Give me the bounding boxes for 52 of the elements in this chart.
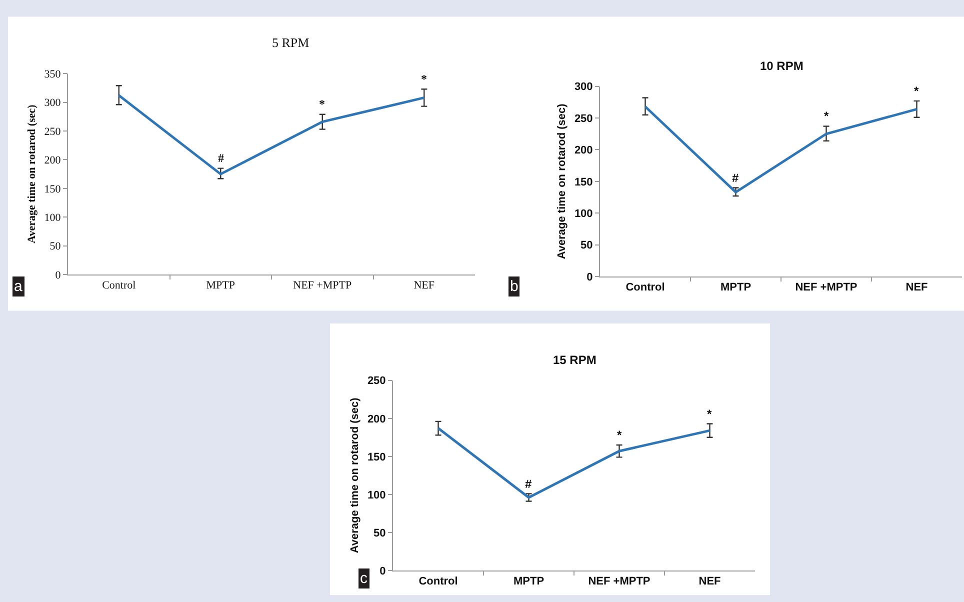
annotation: * — [421, 72, 427, 86]
y-tick-label: 50 — [374, 527, 386, 540]
annotation: * — [824, 109, 829, 123]
y-tick-label: 300 — [574, 81, 593, 94]
x-tick-label: Control — [626, 282, 665, 294]
y-tick-label: 50 — [50, 240, 62, 253]
y-axis-title: Average time on rotarod (sec) — [349, 397, 362, 554]
annotation: * — [617, 428, 622, 442]
y-tick-label: 150 — [44, 183, 62, 196]
y-tick-label: 350 — [44, 68, 62, 80]
chart-title: 10 RPM — [760, 59, 804, 73]
y-axis-title: Average time on rotarod (sec) — [556, 103, 568, 260]
annotation: * — [914, 84, 919, 98]
y-tick-label: 200 — [367, 413, 386, 426]
x-tick-label: Control — [418, 576, 458, 588]
y-tick-label: 50 — [580, 240, 593, 252]
y-tick-label: 250 — [574, 112, 593, 125]
y-tick-label: 100 — [44, 212, 62, 224]
chart-title: 15 RPM — [553, 353, 596, 367]
x-tick-label: NEF — [906, 282, 928, 294]
x-tick-label: Control — [102, 280, 136, 292]
y-tick-label: 200 — [44, 154, 62, 167]
x-tick-label: NEF — [698, 576, 722, 588]
y-axis-title: Average time on rotarod (sec) — [26, 104, 38, 244]
y-tick-label: 250 — [44, 126, 62, 138]
annotation: # — [218, 151, 224, 165]
text: b — [510, 278, 518, 295]
x-tick-label: MPTP — [206, 280, 236, 292]
y-tick-label: 250 — [367, 375, 386, 388]
y-tick-label: 150 — [574, 176, 593, 188]
x-tick-label: NEF +MPTP — [293, 280, 352, 292]
x-tick-label: MPTP — [720, 282, 752, 294]
y-tick-label: 0 — [586, 271, 593, 284]
y-tick-label: 200 — [574, 144, 593, 157]
x-tick-label: NEF +MPTP — [588, 576, 650, 588]
annotation: # — [732, 171, 739, 185]
y-tick-label: 100 — [574, 208, 593, 220]
annotation: # — [525, 477, 532, 491]
text: a — [14, 278, 23, 295]
y-tick-label: 0 — [380, 565, 386, 578]
x-tick-label: NEF +MPTP — [795, 282, 858, 294]
chart-title: 5 RPM — [272, 35, 310, 50]
y-tick-label: 0 — [55, 269, 62, 282]
y-tick-label: 300 — [44, 97, 62, 110]
text: c — [360, 570, 368, 587]
x-tick-label: NEF — [414, 280, 435, 292]
annotation: * — [319, 97, 325, 111]
annotation: * — [707, 407, 712, 421]
y-tick-label: 150 — [367, 451, 386, 464]
y-tick-label: 100 — [367, 489, 386, 502]
x-tick-label: MPTP — [513, 576, 544, 588]
line-series — [118, 94, 426, 176]
